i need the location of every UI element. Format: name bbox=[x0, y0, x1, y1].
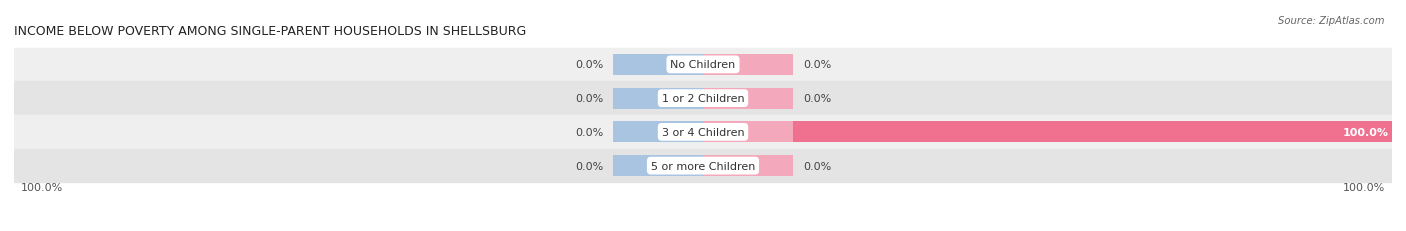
Bar bbox=[703, 55, 793, 76]
Text: 100.0%: 100.0% bbox=[1343, 182, 1385, 192]
Bar bbox=[14, 48, 1392, 82]
Bar bbox=[14, 82, 1392, 116]
Bar bbox=[613, 88, 703, 109]
Text: 5 or more Children: 5 or more Children bbox=[651, 161, 755, 171]
Text: 0.0%: 0.0% bbox=[575, 60, 603, 70]
Text: 3 or 4 Children: 3 or 4 Children bbox=[662, 127, 744, 137]
Text: 0.0%: 0.0% bbox=[575, 127, 603, 137]
Bar bbox=[613, 155, 703, 176]
Text: 0.0%: 0.0% bbox=[803, 161, 831, 171]
Text: No Children: No Children bbox=[671, 60, 735, 70]
Text: INCOME BELOW POVERTY AMONG SINGLE-PARENT HOUSEHOLDS IN SHELLSBURG: INCOME BELOW POVERTY AMONG SINGLE-PARENT… bbox=[14, 25, 526, 38]
Text: 0.0%: 0.0% bbox=[803, 94, 831, 104]
Bar bbox=[703, 155, 793, 176]
Bar bbox=[14, 116, 1392, 149]
Bar bbox=[703, 88, 793, 109]
Bar bbox=[703, 122, 1392, 143]
Bar bbox=[14, 149, 1392, 183]
Text: 0.0%: 0.0% bbox=[575, 161, 603, 171]
Text: 100.0%: 100.0% bbox=[1343, 127, 1389, 137]
Bar bbox=[613, 122, 703, 143]
Bar bbox=[613, 55, 703, 76]
Bar bbox=[703, 122, 793, 143]
Text: Source: ZipAtlas.com: Source: ZipAtlas.com bbox=[1278, 16, 1385, 26]
Text: 0.0%: 0.0% bbox=[575, 94, 603, 104]
Text: 0.0%: 0.0% bbox=[803, 60, 831, 70]
Text: 100.0%: 100.0% bbox=[21, 182, 63, 192]
Text: 1 or 2 Children: 1 or 2 Children bbox=[662, 94, 744, 104]
